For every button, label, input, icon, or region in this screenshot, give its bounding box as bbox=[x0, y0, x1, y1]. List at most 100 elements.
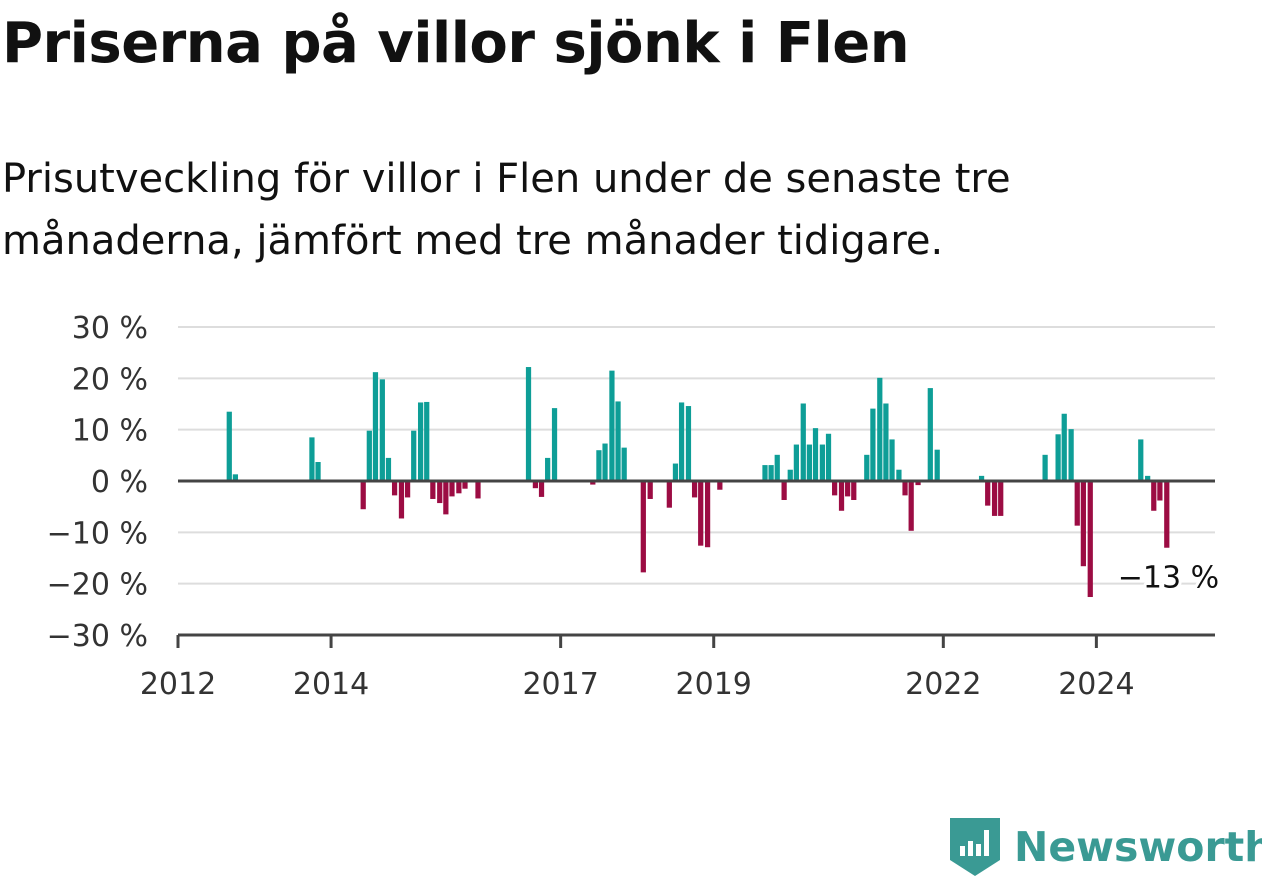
bar bbox=[978, 475, 985, 481]
bar bbox=[698, 481, 704, 546]
x-tick-label: 2014 bbox=[293, 667, 369, 702]
bar bbox=[538, 481, 545, 497]
bar bbox=[902, 481, 908, 496]
bar bbox=[691, 481, 698, 498]
x-tick-label: 2022 bbox=[905, 667, 981, 702]
bar bbox=[883, 403, 889, 481]
bar bbox=[915, 481, 921, 486]
bar bbox=[825, 433, 832, 481]
bar bbox=[309, 437, 315, 481]
bar bbox=[424, 401, 430, 481]
bar bbox=[998, 481, 1004, 516]
bar bbox=[475, 481, 481, 499]
bar bbox=[1138, 439, 1144, 481]
bar bbox=[762, 465, 768, 481]
bar bbox=[398, 481, 405, 519]
bar bbox=[1068, 429, 1074, 481]
bar bbox=[609, 370, 615, 481]
bar bbox=[819, 444, 826, 481]
y-tick-label: −30 % bbox=[47, 619, 148, 654]
bar bbox=[647, 481, 653, 499]
bars bbox=[226, 367, 1170, 598]
bar bbox=[1042, 454, 1048, 481]
bar bbox=[864, 454, 870, 481]
y-tick-label: −10 % bbox=[47, 516, 148, 551]
bar bbox=[678, 402, 685, 481]
bar bbox=[1080, 481, 1086, 567]
bar bbox=[525, 367, 532, 481]
bar bbox=[615, 401, 621, 481]
bar bbox=[315, 462, 321, 481]
bar bbox=[985, 481, 991, 506]
bar bbox=[1055, 434, 1061, 481]
y-tick-label: 10 % bbox=[72, 414, 148, 449]
bar bbox=[379, 379, 385, 481]
bar bbox=[551, 408, 558, 481]
bar bbox=[781, 481, 787, 500]
bar bbox=[851, 481, 857, 500]
brand-logo: Newsworthy bbox=[950, 818, 1262, 876]
brand-name: Newsworthy bbox=[1014, 823, 1262, 871]
bar bbox=[532, 481, 539, 489]
bar bbox=[449, 481, 455, 497]
bar bbox=[417, 402, 424, 481]
bar bbox=[877, 377, 883, 481]
bar bbox=[787, 469, 793, 481]
bar bbox=[1145, 475, 1151, 481]
bar bbox=[672, 463, 679, 481]
bar bbox=[991, 481, 998, 516]
bar bbox=[437, 481, 443, 504]
gridlines bbox=[178, 326, 1215, 585]
bar bbox=[806, 444, 812, 481]
axes bbox=[176, 479, 1215, 648]
bar bbox=[621, 447, 627, 481]
bar bbox=[1151, 481, 1157, 511]
x-tick-label: 2017 bbox=[522, 667, 598, 702]
y-tick-label: −20 % bbox=[47, 568, 148, 603]
bar bbox=[1164, 481, 1170, 548]
x-tick-label: 2024 bbox=[1058, 667, 1134, 702]
bar bbox=[889, 439, 895, 481]
labels: 30 % 20 % 10 % 0 % −10 % −20 % −30 % 2012 2014 20… bbox=[47, 311, 1223, 702]
bar bbox=[717, 481, 723, 490]
x-tick-label: 2019 bbox=[676, 667, 752, 702]
bar bbox=[602, 443, 608, 481]
bar bbox=[870, 408, 876, 481]
bar bbox=[896, 469, 902, 481]
data-label-halo: −13 % bbox=[1118, 561, 1219, 596]
bar bbox=[404, 481, 411, 498]
bar bbox=[1087, 481, 1093, 598]
chart-subtitle: Prisutveckling för villor i Flen under d… bbox=[2, 156, 1011, 264]
bar bbox=[443, 481, 449, 515]
y-tick-label: 0 % bbox=[91, 465, 148, 500]
bar bbox=[800, 403, 806, 481]
bar bbox=[596, 450, 602, 481]
bar bbox=[1074, 481, 1080, 526]
bar bbox=[1157, 481, 1163, 501]
bar bbox=[704, 481, 711, 548]
bar bbox=[430, 481, 436, 499]
bar bbox=[360, 481, 366, 510]
bar bbox=[927, 388, 933, 481]
bar bbox=[462, 481, 468, 489]
bar-chart: 30 % 20 % 10 % 0 % −10 % −20 % −30 % 2012 2014 20… bbox=[47, 311, 1223, 702]
data-label: −13 % bbox=[1118, 561, 1219, 596]
bar bbox=[832, 481, 838, 496]
bar bbox=[391, 481, 398, 496]
y-tick-label: 20 % bbox=[72, 362, 148, 397]
bar bbox=[793, 444, 799, 481]
bar bbox=[640, 481, 646, 573]
chart-title: Priserna på villor sjönk i Flen bbox=[2, 11, 910, 76]
bar bbox=[372, 372, 379, 481]
bar bbox=[411, 430, 417, 481]
bar bbox=[545, 457, 551, 481]
x-tick-label: 2012 bbox=[140, 667, 216, 702]
bar bbox=[666, 481, 672, 508]
bar bbox=[774, 454, 780, 481]
y-tick-label: 30 % bbox=[72, 311, 148, 346]
newsworthy-logo-icon bbox=[950, 818, 1000, 876]
bar bbox=[685, 406, 692, 481]
bar bbox=[1061, 413, 1067, 481]
bar bbox=[232, 474, 239, 481]
bar bbox=[908, 481, 914, 531]
